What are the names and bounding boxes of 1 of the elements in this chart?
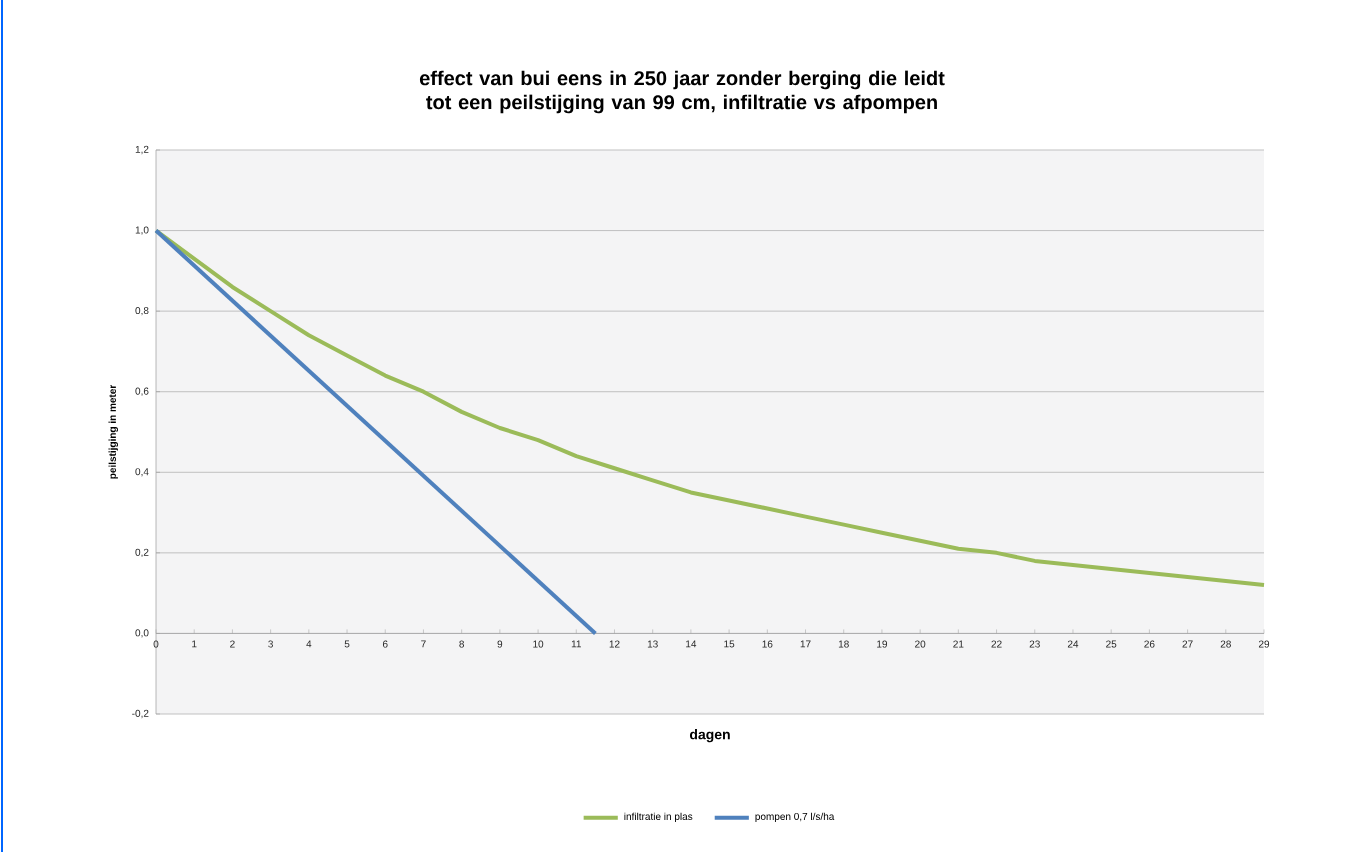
chart-title: effect van bui eens in 250 jaar zonder berging die leidt tot een peilstijging van 99 cm, infiltratie vs afpompen — [419, 70, 945, 114]
